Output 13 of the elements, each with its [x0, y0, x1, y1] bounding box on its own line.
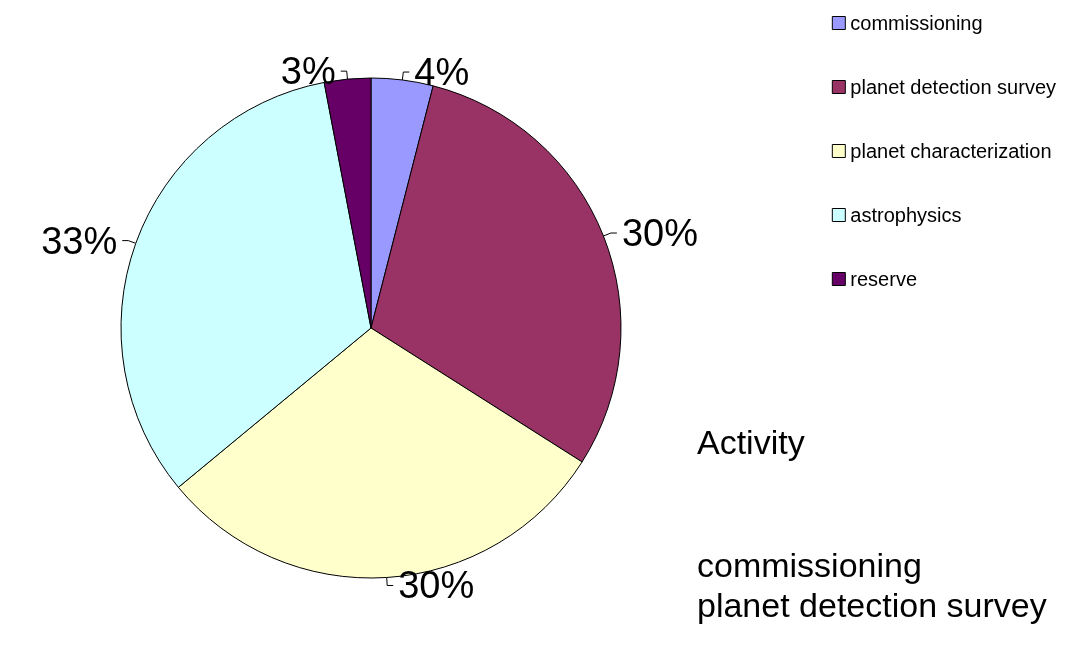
legend-label: commissioning — [850, 12, 983, 34]
text: planet detection survey — [697, 586, 1047, 624]
data-label: 4% — [414, 51, 470, 94]
legend-label: planet characterization — [850, 140, 1052, 162]
data-label: 33% — [41, 219, 118, 262]
text: commissioning — [697, 546, 922, 584]
data-label: 3% — [280, 50, 336, 93]
data-label: 30% — [621, 212, 698, 255]
legend-label: astrophysics — [850, 204, 962, 226]
legend-label: planet detection survey — [850, 76, 1056, 98]
legend-label: reserve — [850, 268, 918, 290]
text: Activity — [697, 423, 805, 461]
data-label: 30% — [398, 564, 475, 607]
